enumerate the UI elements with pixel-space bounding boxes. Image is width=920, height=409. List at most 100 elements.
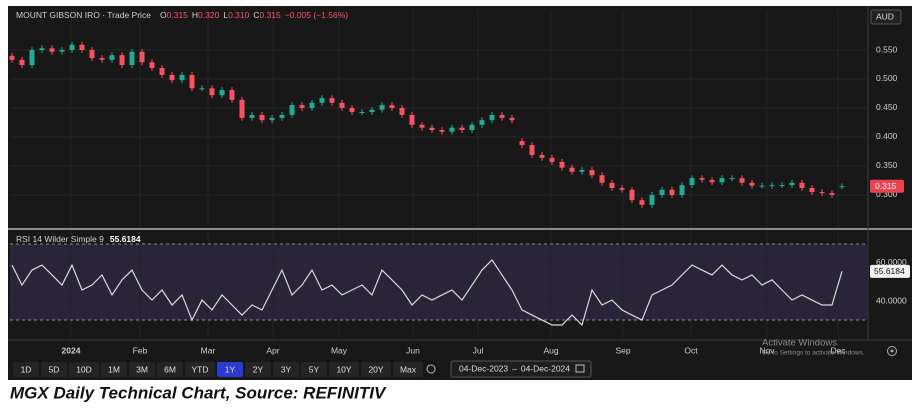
candle-body <box>179 74 185 81</box>
range-button[interactable] <box>217 362 243 377</box>
range-button-label[interactable]: 5D <box>49 364 60 374</box>
candle-body <box>489 114 495 121</box>
candle-body <box>389 105 395 108</box>
range-button-label[interactable]: 3Y <box>281 364 292 374</box>
date-from: 04-Dec-2023 <box>459 364 508 374</box>
range-button-label[interactable]: 3M <box>136 364 148 374</box>
range-button-label[interactable]: Max <box>400 364 417 374</box>
range-button-label[interactable]: 1D <box>21 364 32 374</box>
currency-box[interactable] <box>870 9 902 25</box>
candle-body <box>449 127 455 132</box>
range-button[interactable] <box>301 362 327 377</box>
candle-body <box>779 185 785 187</box>
candle-body <box>359 112 365 114</box>
calendar-icon[interactable] <box>575 364 585 373</box>
range-button-label[interactable]: 20Y <box>368 364 383 374</box>
candle-body <box>629 189 635 201</box>
candle-body <box>339 102 345 108</box>
candle-body <box>229 90 235 100</box>
candle-body <box>569 167 575 172</box>
range-button-label[interactable]: 5Y <box>309 364 320 374</box>
candle-body <box>509 117 515 121</box>
rsi-value-box <box>870 264 910 278</box>
range-button[interactable] <box>393 362 423 377</box>
candle-body <box>799 182 805 188</box>
candle-body <box>749 182 755 186</box>
ohlc-value: 0.310 <box>228 10 250 20</box>
settings-icon[interactable] <box>887 346 897 356</box>
candle-body <box>89 50 95 59</box>
range-button-label[interactable]: 10D <box>76 364 92 374</box>
range-button[interactable] <box>273 362 299 377</box>
x-tick-label: May <box>331 345 348 355</box>
x-tick-label: Dec <box>830 345 846 355</box>
toolbar: 1D 5D 10D 1M 3M 6M YTD 1Y 2Y 3Y 5Y 10Y 20Y Max <box>13 362 423 377</box>
watermark-text: Go to Settings to activate Windows. <box>762 350 865 357</box>
date-range[interactable]: 04-Dec-2023–04-Dec-2024 <box>459 364 570 374</box>
ohlc-key: O <box>160 10 167 20</box>
price-change: −0.005 (−1.56%) <box>285 10 348 20</box>
candle-body <box>429 127 435 131</box>
range-button[interactable] <box>101 362 127 377</box>
ohlc-value: 0.315 <box>167 10 189 20</box>
range-button[interactable] <box>41 362 67 377</box>
candle-body <box>79 44 85 51</box>
instrument-title: MOUNT GIBSON IRO · Trade Price <box>16 10 151 20</box>
candle-body <box>49 48 55 52</box>
range-button-label[interactable]: 1Y <box>225 364 236 374</box>
range-button[interactable] <box>129 362 155 377</box>
range-button-label[interactable]: 10Y <box>336 364 351 374</box>
candle-body <box>129 51 135 66</box>
x-tick-label: Aug <box>543 345 558 355</box>
candle-body <box>669 189 675 195</box>
candle-body <box>709 179 715 183</box>
candle-body <box>69 44 75 51</box>
range-button[interactable] <box>157 362 183 377</box>
candle-body <box>599 175 605 183</box>
candle-body <box>279 114 285 118</box>
candle-body <box>189 74 195 89</box>
x-tick-label: Sep <box>615 345 630 355</box>
candle-body <box>839 186 845 188</box>
candle-body <box>119 55 125 66</box>
range-button[interactable] <box>245 362 271 377</box>
currency[interactable]: AUD <box>876 11 894 21</box>
candle-body <box>369 109 375 113</box>
caption: MGX Daily Technical Chart, Source: REFIN… <box>10 383 387 402</box>
range-button-label[interactable]: 1M <box>108 364 120 374</box>
candle-body <box>519 141 525 146</box>
candle-body <box>109 55 115 60</box>
ohlc-key: H <box>192 10 198 20</box>
candle-body <box>789 182 795 186</box>
range-button[interactable] <box>361 362 391 377</box>
date-range-box[interactable] <box>450 360 592 378</box>
x-tick-label: Jul <box>473 345 484 355</box>
range-button[interactable] <box>69 362 99 377</box>
candle-body <box>39 48 45 51</box>
candle-body <box>819 192 825 194</box>
candle-body <box>479 120 485 125</box>
range-button[interactable] <box>13 362 39 377</box>
range-button-label[interactable]: 2Y <box>253 364 264 374</box>
x-tick-label: Nov <box>759 345 775 355</box>
range-button-label[interactable]: 6M <box>164 364 176 374</box>
range-button-label[interactable]: YTD <box>192 364 209 374</box>
candle-body <box>829 193 835 195</box>
rsi-current: 55.6184 <box>110 234 141 244</box>
gear-icon[interactable] <box>426 364 436 374</box>
candle-body <box>619 187 625 190</box>
y-tick-label: 0.350 <box>876 160 898 170</box>
range-button[interactable] <box>329 362 359 377</box>
rsi-value-label: 55.6184 <box>874 266 905 276</box>
candle-body <box>679 185 685 195</box>
last-price-label: 0.315 <box>875 181 897 191</box>
candle-body <box>259 114 265 121</box>
price-legend: MOUNT GIBSON IRO · Trade Price <box>16 10 151 20</box>
candle-body <box>759 185 765 187</box>
date-separator: – <box>512 364 517 374</box>
watermark-title: Activate Windows <box>762 338 837 349</box>
range-button[interactable] <box>185 362 215 377</box>
candle-body <box>689 178 695 186</box>
plot-layer <box>9 10 868 340</box>
y-tick-label: 0.300 <box>876 189 898 199</box>
